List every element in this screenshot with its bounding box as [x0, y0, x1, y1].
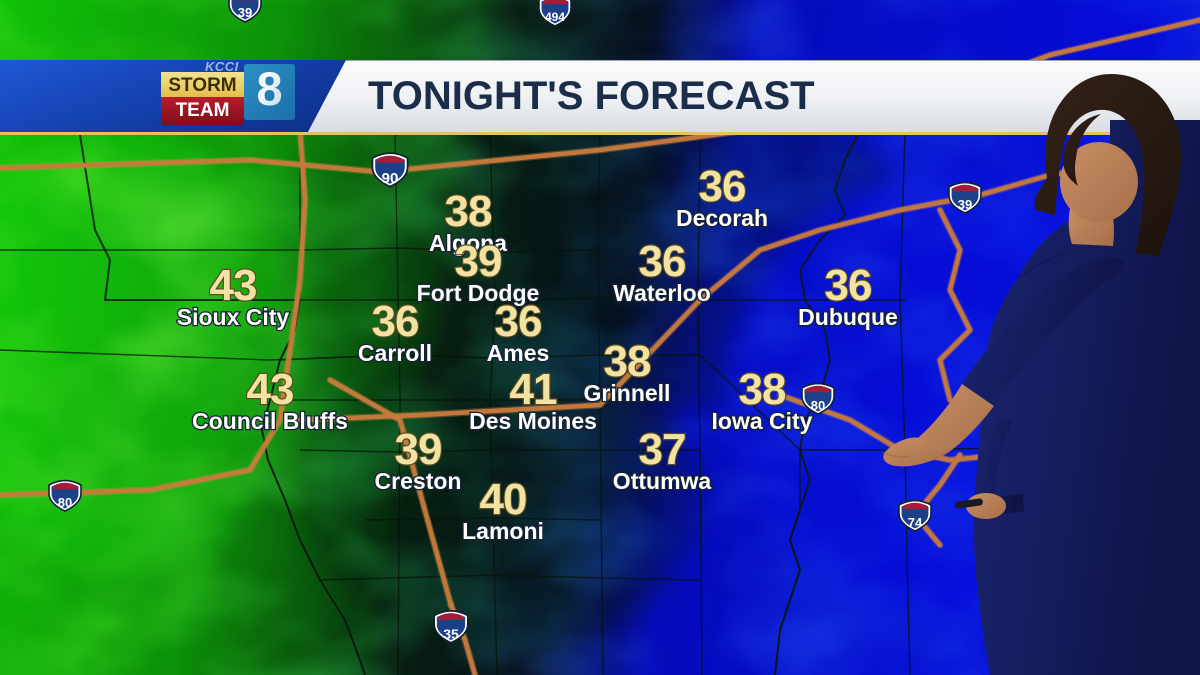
svg-text:90: 90	[382, 170, 399, 187]
svg-text:39: 39	[238, 5, 252, 20]
svg-text:494: 494	[545, 10, 565, 24]
svg-text:8: 8	[256, 64, 282, 115]
svg-text:35: 35	[443, 626, 459, 642]
svg-text:80: 80	[58, 495, 72, 510]
